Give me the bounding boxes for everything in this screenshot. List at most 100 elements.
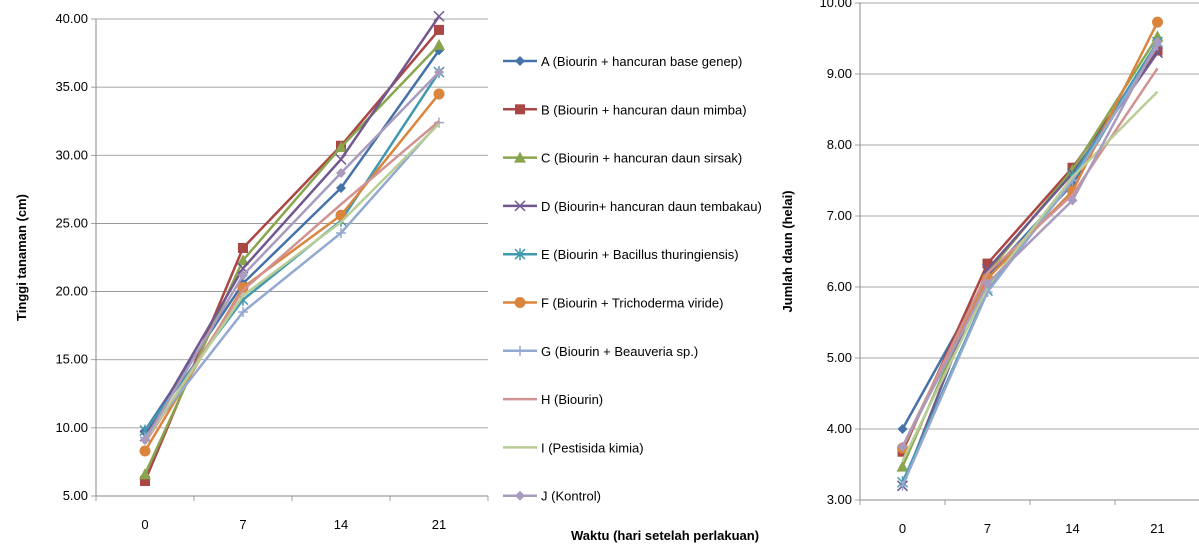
series-line — [901, 44, 1159, 487]
legend-label: H (Biourin) — [541, 392, 603, 407]
data-point — [237, 254, 249, 266]
series-j — [140, 67, 444, 446]
x-tick-label: 14 — [1065, 521, 1079, 536]
legend-item: G (Biourin + Beauveria sp.) — [503, 344, 698, 359]
chart-leaf-count: 3.00 4.00 5.00 6.00 7.00 8.00 9.00 10.00 0 7 14 21 J… — [780, 0, 1199, 536]
data-point — [433, 38, 445, 50]
legend-label: C (Biourin + hancuran daun sirsak) — [541, 151, 742, 166]
series-line — [901, 41, 1159, 448]
series-g — [897, 40, 1163, 491]
legend-marker — [514, 200, 526, 212]
y-tick-label: 5.00 — [827, 350, 852, 365]
y-axis-label: Tinggi tanaman (cm) — [14, 194, 29, 321]
legend-item: E (Biourin + Bacillus thuringiensis) — [503, 247, 739, 262]
data-point — [335, 153, 347, 165]
data-point — [433, 10, 445, 22]
data-point — [1067, 195, 1078, 206]
data-point — [237, 281, 249, 293]
series-line — [901, 90, 1159, 462]
data-point — [336, 168, 346, 179]
y-tick-label: 15.00 — [55, 352, 88, 367]
series-i — [143, 123, 440, 441]
data-point — [139, 445, 151, 457]
x-tick-label: 14 — [334, 517, 348, 532]
legend-label: A (Biourin + hancuran base genep) — [541, 54, 742, 69]
legend-marker — [515, 490, 525, 501]
series-line — [143, 15, 441, 437]
data-point — [434, 24, 444, 35]
x-tick-label: 0 — [899, 521, 906, 536]
y-tick-label: 3.00 — [827, 492, 852, 507]
data-point — [139, 468, 151, 480]
data-point — [1152, 37, 1163, 48]
series-line — [143, 123, 440, 441]
x-tick-label: 0 — [141, 517, 148, 532]
data-point — [140, 435, 150, 446]
legend-item: I (Pestisida kimia) — [503, 440, 644, 455]
series-line — [144, 121, 440, 439]
x-tick-label: 21 — [432, 517, 446, 532]
data-point — [336, 182, 346, 193]
data-point — [238, 307, 248, 318]
data-point — [140, 476, 150, 487]
legend-item: J (Kontrol) — [503, 489, 601, 504]
series-line — [901, 51, 1159, 487]
legend-item: B (Biourin + hancuran daun mimba) — [503, 102, 747, 117]
legend-item: C (Biourin + hancuran daun sirsak) — [503, 151, 742, 166]
series-j — [897, 37, 1163, 452]
x-tick-label: 21 — [1150, 521, 1164, 536]
y-tick-label: 40.00 — [55, 11, 88, 26]
x-axis-label: Waktu (hari setelah perlakuan) — [571, 528, 759, 543]
data-point — [897, 480, 908, 491]
series-i — [901, 90, 1159, 462]
data-point — [897, 424, 908, 434]
legend: A (Biourin + hancuran base genep) B (Biou… — [503, 54, 762, 504]
legend-marker — [514, 151, 526, 163]
y-tick-label: 30.00 — [55, 147, 88, 162]
legend-marker — [515, 104, 525, 115]
y-tick-label: 8.00 — [827, 137, 852, 152]
data-point — [434, 67, 444, 78]
y-axis-label: Jumlah daun (helai) — [780, 190, 795, 312]
legend-label: B (Biourin + hancuran daun mimba) — [541, 102, 747, 117]
legend-item: F (Biourin + Trichoderma viride) — [503, 296, 723, 311]
x-tick-label: 7 — [984, 521, 991, 536]
data-point — [238, 270, 248, 281]
legend-marker — [514, 248, 526, 261]
legend-marker — [515, 56, 525, 66]
legend-label: I (Pestisida kimia) — [541, 440, 644, 455]
data-point — [336, 227, 346, 238]
y-tick-label: 9.00 — [827, 66, 852, 81]
series-line — [143, 71, 440, 441]
legend-item: A (Biourin + hancuran base genep) — [503, 54, 742, 69]
series-line — [143, 29, 440, 482]
data-point — [238, 242, 248, 253]
data-point — [433, 88, 445, 100]
legend-marker — [515, 345, 525, 356]
y-tick-label: 7.00 — [827, 208, 852, 223]
data-point — [982, 278, 993, 289]
data-point — [982, 258, 993, 269]
legend-label: E (Biourin + Bacillus thuringiensis) — [541, 247, 739, 262]
data-point — [981, 263, 994, 275]
legend-label: F (Biourin + Trichoderma viride) — [541, 296, 723, 311]
data-point — [335, 141, 347, 153]
x-tick-label: 7 — [239, 517, 246, 532]
data-point — [1152, 16, 1163, 28]
y-tick-label: 6.00 — [827, 279, 852, 294]
y-tick-label: 5.00 — [63, 488, 88, 503]
legend-label: D (Biourin+ hancuran daun tembakau) — [541, 199, 762, 214]
chart-plant-height: 5.00 10.00 15.00 20.00 25.00 30.00 35.00 40.00 0… — [14, 10, 489, 532]
legend-item: D (Biourin+ hancuran daun tembakau) — [503, 199, 762, 214]
legend-label: G (Biourin + Beauveria sp.) — [541, 344, 698, 359]
y-tick-label: 10.00 — [819, 0, 852, 10]
y-tick-label: 20.00 — [55, 284, 88, 299]
legend-label: J (Kontrol) — [541, 489, 601, 504]
legend-marker — [514, 297, 526, 308]
y-tick-label: 10.00 — [55, 420, 88, 435]
series-d — [896, 47, 1164, 492]
y-tick-label: 4.00 — [827, 421, 852, 436]
data-point — [897, 441, 908, 452]
data-point — [896, 460, 909, 472]
